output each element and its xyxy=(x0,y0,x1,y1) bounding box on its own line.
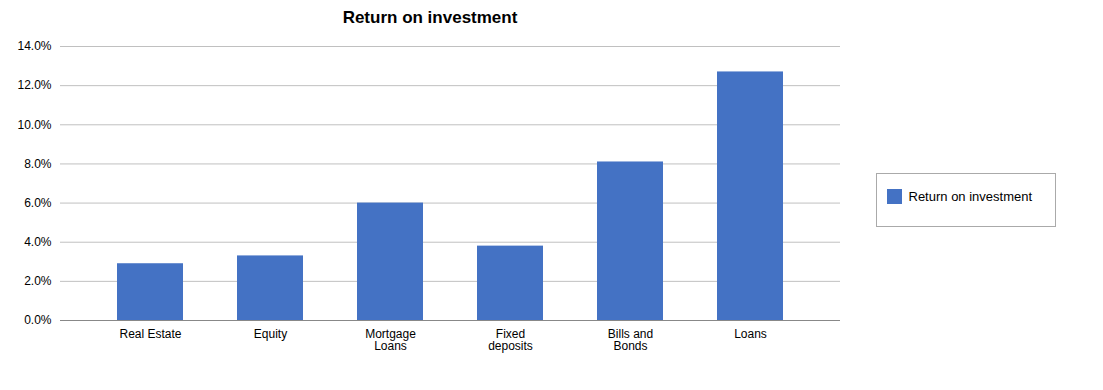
svg-text:Bills andBonds: Bills andBonds xyxy=(608,327,653,353)
svg-text:2.0%: 2.0% xyxy=(24,274,52,288)
svg-text:Fixeddeposits: Fixeddeposits xyxy=(488,327,533,353)
svg-text:4.0%: 4.0% xyxy=(24,235,52,249)
svg-text:0.0%: 0.0% xyxy=(24,313,52,327)
html-text:Return on investment: Return on investment xyxy=(908,189,1033,205)
svg-text:12.0%: 12.0% xyxy=(17,78,51,92)
svg-text:8.0%: 8.0% xyxy=(24,157,52,171)
svg-text:Real Estate: Real Estate xyxy=(119,327,181,341)
html-text:Return on investment: Return on investment xyxy=(342,8,518,27)
svg-text:6.0%: 6.0% xyxy=(24,196,52,210)
svg-text:14.0%: 14.0% xyxy=(17,39,51,53)
svg-text:MortgageLoans: MortgageLoans xyxy=(365,327,416,353)
svg-text:10.0%: 10.0% xyxy=(17,118,51,132)
svg-text:Equity: Equity xyxy=(254,327,287,341)
svg-text:Loans: Loans xyxy=(734,327,767,341)
